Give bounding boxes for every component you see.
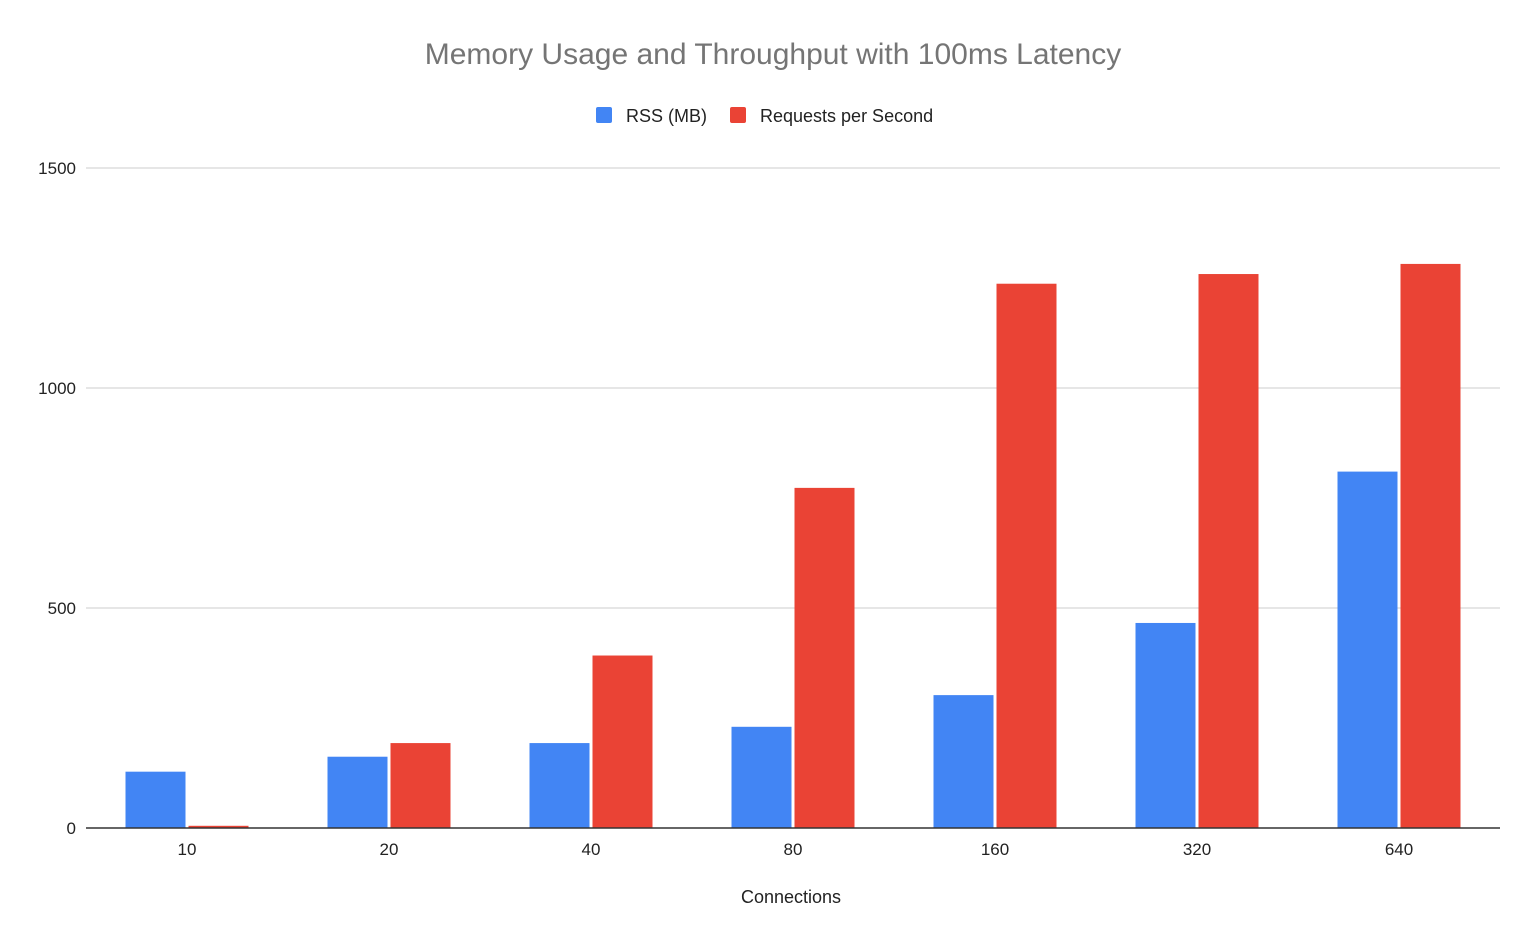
y-axis-ticks: 0 500 1000 1500 [38,159,76,838]
legend-swatch-requests [730,107,746,123]
x-axis-label: Connections [741,887,841,907]
bar-requests-160 [996,283,1057,829]
bar-rss-40 [529,743,590,828]
bar-rss-640 [1337,471,1398,828]
y-tick-label: 1000 [38,379,76,398]
bar-requests-40 [592,655,653,828]
gridlines [86,167,1500,609]
y-tick-label: 0 [67,819,76,838]
bar-requests-80 [794,487,855,828]
bar-rss-20 [327,756,388,828]
legend-label-requests: Requests per Second [760,106,933,126]
bar-requests-320 [1198,274,1259,828]
x-tick-label: 40 [582,840,601,859]
chart-title: Memory Usage and Throughput with 100ms L… [425,38,1122,71]
bar-rss-10 [125,771,186,828]
x-tick-label: 160 [981,840,1009,859]
bar-requests-10 [188,825,249,828]
bar-requests-640 [1400,263,1461,828]
x-tick-label: 10 [178,840,197,859]
legend: RSS (MB) Requests per Second [596,106,933,126]
y-tick-label: 500 [48,599,76,618]
y-tick-label: 1500 [38,159,76,178]
x-tick-label: 80 [784,840,803,859]
legend-label-rss: RSS (MB) [626,106,707,126]
x-axis-ticks: 10 20 40 80 160 320 640 [178,840,1414,859]
x-tick-label: 20 [380,840,399,859]
x-tick-label: 640 [1385,840,1413,859]
legend-swatch-rss [596,107,612,123]
bar-rss-80 [731,726,792,828]
bars [86,263,1500,829]
bar-rss-320 [1135,622,1196,828]
x-tick-label: 320 [1183,840,1211,859]
bar-rss-160 [933,695,994,828]
bar-requests-20 [390,743,451,828]
